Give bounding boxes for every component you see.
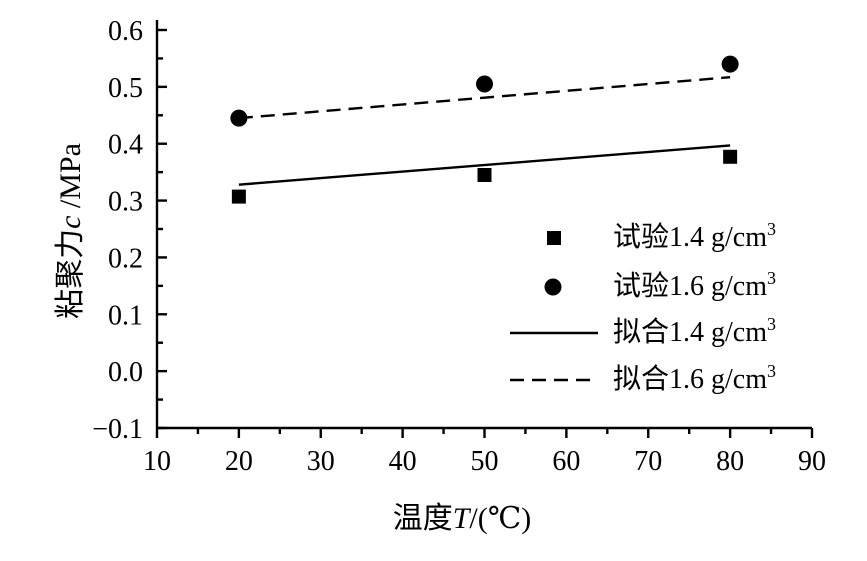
legend-circle-swatch — [544, 278, 562, 296]
y-axis-ticks: −0.1 0.0 0.1 0.2 0.3 0.4 0.5 0.6 — [92, 16, 167, 445]
x-tick-label: 50 — [471, 446, 499, 477]
y-tick-label: 0.5 — [108, 73, 143, 104]
x-tick-label: 30 — [307, 446, 335, 477]
x-tick-label: 10 — [143, 446, 171, 477]
y-axis-label: 粘聚力c /MPa — [54, 143, 87, 319]
legend-item: 拟合1.6 g/cm3 — [510, 361, 776, 395]
data-point-square — [231, 189, 246, 204]
y-axis-label-symbol: c — [54, 216, 87, 229]
data-point-circle — [476, 75, 493, 93]
x-tick-label: 80 — [716, 446, 744, 477]
legend-label: 试验1.4 g/cm3 — [613, 219, 776, 253]
series-3 — [238, 144, 731, 186]
legend-item: 试验1.4 g/cm3 — [547, 219, 776, 253]
y-axis-label-unit: /MPa — [54, 143, 87, 216]
x-tick-label: 40 — [389, 446, 417, 477]
y-tick-label: 0.4 — [108, 130, 143, 161]
x-axis-label: 温度T/(℃) — [393, 502, 532, 535]
legend-label: 试验1.6 g/cm3 — [613, 268, 776, 302]
x-axis-label-symbol: T — [453, 502, 472, 535]
y-axis-label-main: 粘聚力 — [54, 229, 87, 319]
legend-label: 拟合1.6 g/cm3 — [613, 361, 776, 395]
data-point-square — [477, 167, 492, 182]
legend-item: 试验1.6 g/cm3 — [544, 268, 776, 302]
x-axis-label-unit: /(℃) — [469, 502, 531, 535]
series-1 — [231, 149, 738, 204]
fit-line-solid — [238, 144, 731, 186]
legend-label: 拟合1.4 g/cm3 — [613, 314, 776, 348]
x-tick-label: 70 — [634, 446, 662, 477]
x-tick-label: 20 — [225, 446, 253, 477]
legend-item: 拟合1.4 g/cm3 — [510, 314, 776, 348]
y-tick-label: 0.0 — [108, 357, 143, 388]
x-axis-label-main: 温度 — [393, 502, 453, 535]
y-tick-label: 0.6 — [108, 16, 143, 47]
y-tick-label: 0.2 — [108, 243, 143, 274]
y-tick-label: 0.1 — [108, 300, 143, 331]
series-layer — [230, 55, 739, 204]
y-tick-label: 0.3 — [108, 187, 143, 218]
series-2 — [230, 55, 739, 127]
fit-line-dashed — [238, 75, 731, 120]
y-tick-label: −0.1 — [92, 414, 143, 445]
legend-square-swatch — [547, 231, 561, 245]
data-point-circle — [721, 55, 739, 73]
x-axis-ticks: 10 20 30 40 50 60 70 80 90 — [143, 428, 826, 477]
legend: 试验1.4 g/cm3 试验1.6 g/cm3 拟合1.4 g/cm3 拟合1.6 g… — [510, 219, 776, 395]
x-tick-label: 60 — [552, 446, 580, 477]
data-point-square — [723, 149, 738, 164]
series-4 — [238, 75, 731, 120]
x-tick-label: 90 — [798, 446, 826, 477]
